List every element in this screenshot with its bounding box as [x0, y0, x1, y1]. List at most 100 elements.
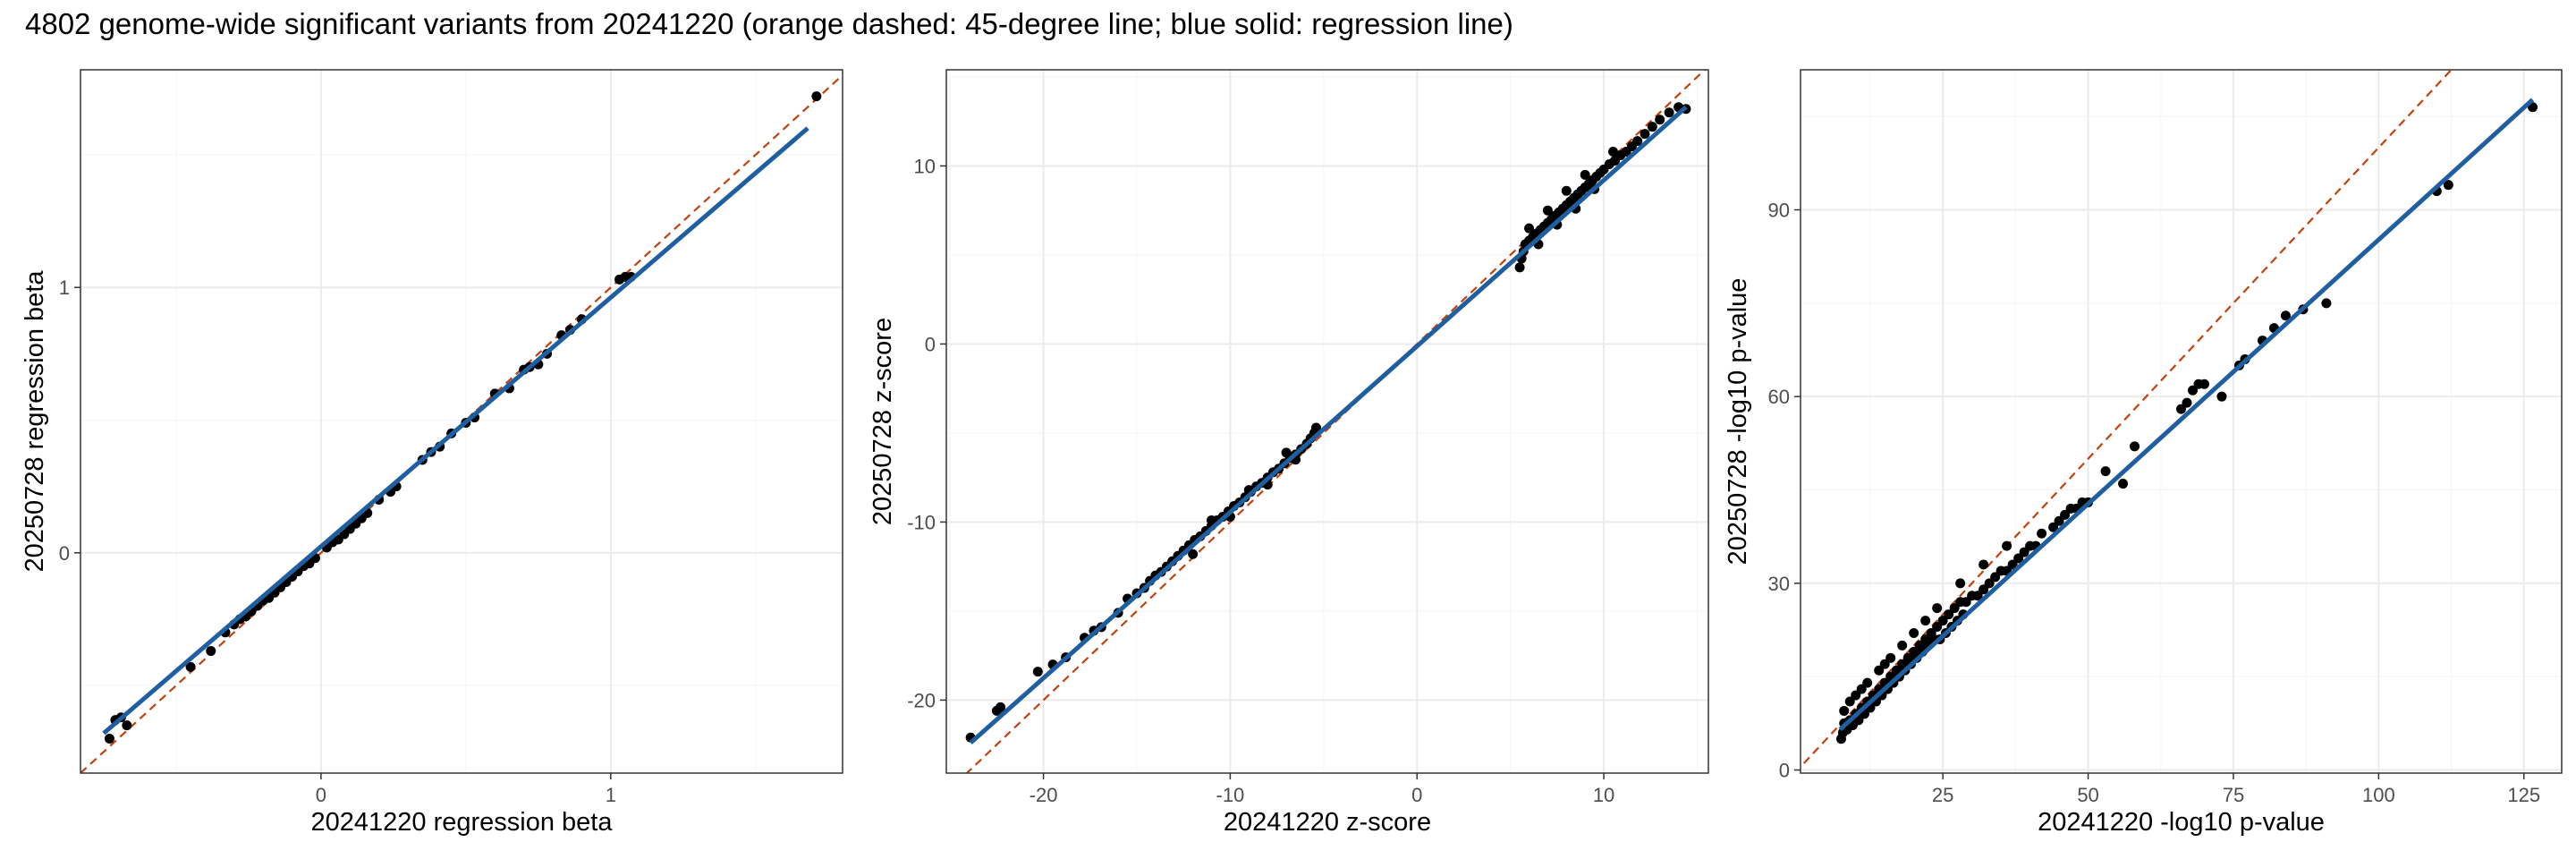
data-point — [2054, 515, 2064, 526]
data-point — [1844, 696, 1855, 707]
figure-title: 4802 genome-wide significant variants fr… — [25, 7, 1513, 40]
data-point — [2443, 180, 2453, 191]
x-tick-label: 50 — [2077, 784, 2098, 806]
y-tick-label: 60 — [1768, 386, 1790, 408]
x-tick-label: 100 — [2362, 784, 2395, 806]
data-point — [1979, 559, 1989, 570]
x-axis-title: 20241220 z-score — [1224, 808, 1431, 837]
data-point — [1990, 572, 2001, 583]
data-point — [2019, 547, 2029, 557]
data-point — [1862, 677, 1873, 688]
data-point — [1874, 665, 1885, 676]
y-axis-title: 20250728 z-score — [869, 318, 897, 525]
data-point — [2118, 479, 2129, 489]
data-point — [1851, 690, 1861, 701]
data-point — [1207, 515, 1217, 525]
data-point — [2321, 298, 2332, 309]
data-point — [2048, 522, 2059, 532]
regression-line — [102, 126, 809, 736]
data-point — [1897, 640, 1908, 651]
data-point — [122, 720, 132, 731]
x-tick-label: -10 — [1216, 784, 1245, 806]
data-point — [1640, 129, 1650, 140]
data-point — [1932, 603, 1943, 614]
data-point — [1932, 622, 1943, 633]
x-axis-title: 20241220 -log10 p-value — [2038, 808, 2325, 837]
data-point — [1608, 147, 1618, 157]
data-point — [2013, 553, 2024, 564]
data-point — [1984, 578, 1995, 589]
data-point — [2100, 466, 2111, 477]
x-tick-label: -20 — [1030, 784, 1058, 806]
data-point — [1032, 667, 1043, 677]
data-point — [1655, 115, 1665, 125]
panel-pvalue: 25 50 75 100 125 0 30 60 90 20241220 -log10 p-val… — [1724, 69, 2563, 837]
data-point — [1664, 107, 1674, 118]
y-tick-label: -20 — [907, 689, 936, 711]
x-tick-label: 0 — [316, 784, 326, 806]
data-point — [104, 733, 114, 744]
data-point — [2060, 509, 2071, 520]
regression-line — [1838, 98, 2535, 732]
x-tick-label: 0 — [1411, 784, 1422, 806]
x-tick-label: 125 — [2507, 784, 2540, 806]
data-point — [2007, 559, 2018, 570]
data-point — [1920, 616, 1931, 626]
data-point — [1542, 205, 1553, 216]
data-point — [1561, 185, 1572, 196]
data-point — [1979, 584, 1989, 595]
y-tick-label: 0 — [59, 542, 70, 565]
data-point — [2280, 310, 2291, 321]
data-point — [1937, 616, 1948, 626]
panel-zscore: -20 -10 0 10 -20 -10 0 10 20241220 z-score 202507… — [869, 69, 1709, 837]
data-point — [1955, 578, 1966, 589]
data-point — [1524, 223, 1535, 234]
data-point — [996, 702, 1006, 712]
data-point — [1885, 652, 1896, 663]
data-point — [2037, 528, 2047, 539]
x-axis-title: 20241220 regression beta — [311, 808, 614, 837]
data-point — [2187, 385, 2198, 395]
y-axis-title: 20250728 regression beta — [21, 270, 49, 573]
data-point — [2216, 391, 2227, 402]
data-point — [2002, 540, 2012, 551]
data-point — [2199, 378, 2209, 389]
x-tick-label: 75 — [2223, 784, 2244, 806]
data-point — [1647, 122, 1657, 132]
y-tick-label: 1 — [59, 276, 70, 299]
y-tick-label: -10 — [907, 511, 936, 533]
regression-line — [969, 105, 1688, 745]
y-tick-label: 30 — [1768, 573, 1790, 595]
y-tick-label: 0 — [925, 333, 936, 355]
data-point — [1310, 422, 1321, 433]
data-point — [2176, 404, 2186, 414]
data-point — [1949, 603, 1960, 614]
data-point — [1972, 591, 1983, 601]
data-point — [1514, 262, 1525, 273]
y-axis-title: 20250728 -log10 p-value — [1724, 278, 1752, 566]
y-tick-label: 10 — [914, 155, 936, 177]
data-point — [811, 91, 822, 102]
data-point — [2130, 441, 2140, 452]
data-point — [1909, 627, 1919, 638]
data-point — [1961, 597, 1971, 608]
data-point — [1580, 169, 1590, 180]
y-tick-label: 0 — [1779, 760, 1790, 782]
data-point — [1944, 609, 1954, 620]
panel-border — [945, 69, 1709, 774]
x-tick-label: 25 — [1932, 784, 1953, 806]
data-point — [1188, 549, 1199, 559]
panel-border — [80, 69, 843, 774]
x-tick-label: 10 — [1593, 784, 1614, 806]
data-point — [1632, 136, 1643, 147]
y-tick-label: 90 — [1768, 200, 1790, 222]
data-point — [2182, 397, 2192, 408]
data-point — [1856, 684, 1867, 694]
data-point — [1281, 447, 1292, 458]
x-tick-label: 1 — [606, 784, 616, 806]
panel-border — [1800, 69, 2563, 774]
data-point — [1839, 705, 1850, 716]
data-point — [185, 661, 196, 672]
